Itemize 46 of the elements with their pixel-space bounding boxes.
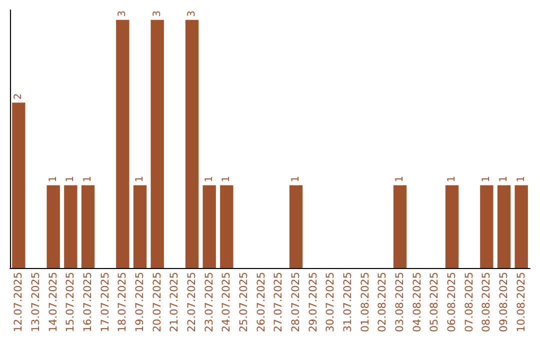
x-tick-label: 29.07.2025: [307, 272, 320, 332]
x-tick-label: 27.07.2025: [272, 272, 285, 332]
x-tick-label: 23.07.2025: [203, 272, 216, 332]
x-tick-label: 05.08.2025: [428, 272, 441, 332]
x-tick-label: 26.07.2025: [255, 272, 268, 332]
data-label: 3: [117, 10, 128, 17]
x-tick-label: 30.07.2025: [324, 272, 337, 332]
data-label: 1: [65, 176, 76, 182]
data-label: 1: [221, 176, 232, 182]
x-tick-label: 09.08.2025: [498, 272, 510, 332]
x-tick-label: 06.08.2025: [446, 272, 458, 332]
x-tick-label: 20.07.2025: [151, 272, 164, 332]
data-label: 1: [48, 176, 59, 182]
x-tick-label: 19.07.2025: [134, 272, 146, 332]
x-tick-label: 03.08.2025: [394, 272, 406, 332]
data-label: 1: [516, 176, 527, 182]
x-tick-label: 18.07.2025: [116, 272, 129, 332]
data-label: 1: [498, 176, 510, 182]
x-tick-label: 02.08.2025: [376, 272, 389, 332]
x-tick-label: 24.07.2025: [220, 272, 233, 332]
x-tick-label: 04.08.2025: [411, 272, 424, 332]
x-tick-label: 22.07.2025: [186, 272, 198, 332]
x-tick-label: 07.08.2025: [463, 272, 476, 332]
data-label: 1: [394, 176, 406, 182]
x-tick-label: 17.07.2025: [99, 272, 112, 332]
x-tick-label: 01.08.2025: [359, 272, 372, 332]
data-label: 1: [204, 176, 215, 182]
x-tick-label: 16.07.2025: [82, 272, 94, 332]
x-tick-label: 15.07.2025: [64, 272, 77, 332]
x-tick-label: 08.08.2025: [480, 272, 493, 332]
data-label: 3: [186, 10, 198, 17]
x-tick-label: 14.07.2025: [47, 272, 60, 332]
x-tick-label: 28.07.2025: [290, 272, 302, 332]
x-tick-label: 31.07.2025: [342, 272, 354, 332]
data-label: 1: [290, 176, 302, 182]
data-label: 3: [152, 10, 163, 17]
x-tick-label: 12.07.2025: [12, 272, 25, 332]
x-tick-label: 10.08.2025: [515, 272, 528, 332]
x-tick-label: 25.07.2025: [238, 272, 250, 332]
data-label: 2: [13, 93, 24, 100]
data-label: 1: [82, 176, 94, 182]
x-tick-label: 13.07.2025: [30, 272, 42, 332]
data-label: 1: [134, 176, 146, 182]
x-tick-label: 21.07.2025: [168, 272, 181, 332]
data-label: 1: [446, 176, 458, 182]
data-label: 1: [481, 176, 492, 182]
